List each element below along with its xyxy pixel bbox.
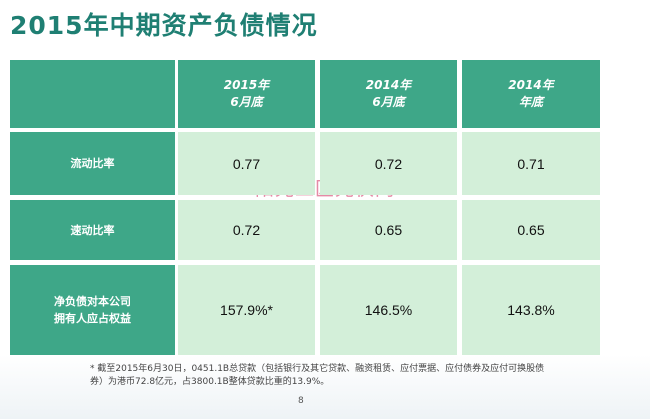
- row-label-line: 净负债对本公司: [54, 295, 131, 308]
- value-cell: 0.71: [462, 132, 600, 195]
- row-label-line: 拥有人应占权益: [54, 312, 131, 325]
- value-cell: 146.5%: [320, 265, 457, 355]
- value-cell: 0.65: [462, 200, 600, 260]
- value-cell: 0.72: [320, 132, 457, 195]
- header-line: 2015年: [223, 78, 270, 92]
- background-band: [0, 355, 650, 419]
- header-line: 6月底: [230, 95, 263, 109]
- header-line: 2014年: [365, 78, 412, 92]
- page-number: 8: [298, 396, 304, 406]
- header-line: 2014年: [508, 78, 554, 92]
- value-cell: 0.77: [178, 132, 315, 195]
- row-label-line: 流动比率: [70, 157, 115, 170]
- column-header: 2014年 6月底: [320, 60, 457, 128]
- column-header: 2015年 6月底: [178, 60, 315, 128]
- row-header: 速动比率: [10, 200, 175, 260]
- slide-title: 2015年中期资产负债情况: [10, 11, 318, 40]
- value-cell: 0.65: [320, 200, 457, 260]
- footnote: * 截至2015年6月30日，0451.1B总贷款（包括银行及其它贷款、融资租赁…: [90, 364, 545, 387]
- corner-cell: [10, 60, 175, 128]
- row-header: 净负债对本公司 拥有人应占权益: [10, 265, 175, 355]
- row-header: 流动比率: [10, 132, 175, 195]
- value-cell: 157.9%*: [178, 265, 315, 355]
- value-cell: 143.8%: [462, 265, 600, 355]
- row-label-line: 速动比率: [70, 223, 115, 237]
- column-header: 2014年年底: [462, 60, 600, 128]
- value-cell: 0.72: [178, 200, 315, 260]
- header-line: 6月底: [372, 95, 405, 109]
- header-line: 年底: [518, 95, 543, 109]
